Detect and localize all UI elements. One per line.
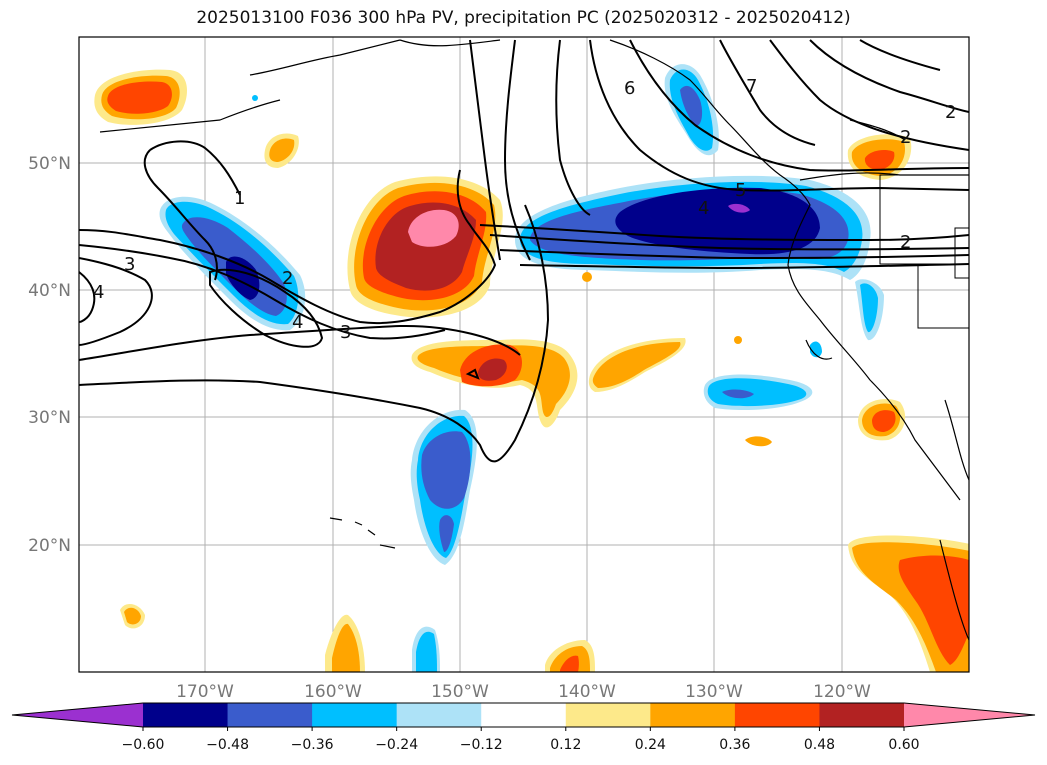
colorbar-tick-label: 0.48 [804,737,835,753]
colorbar-tick-label: −0.60 [122,737,165,753]
contour-label: 4 [698,198,709,219]
contour-label: 4 [292,312,303,333]
lon-label: 130°W [685,682,743,702]
positive-anomaly-fills [94,69,969,672]
colorbar-segment [143,703,229,727]
colorbar-ticks: −0.60 −0.48 −0.36 −0.24 −0.12 0.12 0.24 0.36 0.4… [122,727,920,753]
colorbar-tick-label: 0.60 [888,737,919,753]
colorbar-segment [819,703,905,727]
colorbar-segment [565,703,651,727]
coastlines [99,39,969,641]
map-frame [78,36,970,673]
lat-label: 50°N [28,154,71,174]
contour-label: 6 [624,78,635,99]
colorbar [11,702,1036,728]
negative-anomaly-fills [159,64,884,672]
colorbar-segment [481,703,567,727]
contour-label: 2 [900,232,911,253]
longitude-labels: 170°W 160°W 150°W 140°W 130°W 120°W [176,682,871,702]
contour-label: 2 [282,268,293,289]
lat-label: 30°N [28,408,71,428]
contour-labels: 1 2 3 4 3 4 2 4 6 7 2 5 2 [93,76,956,343]
pv-contours [79,39,969,463]
colorbar-tick-label: −0.24 [375,737,418,753]
colorbar-tick-label: 0.36 [719,737,750,753]
colorbar-segment [396,703,482,727]
colorbar-segment [227,703,313,727]
lon-label: 140°W [558,682,616,702]
contour-label: 5 [735,180,746,201]
contour-label: 4 [93,282,104,303]
colorbar-tick-label: −0.36 [291,737,334,753]
lon-label: 170°W [176,682,234,702]
contour-label: 3 [124,254,135,275]
contour-label: 1 [234,188,245,209]
latitude-labels: 50°N 40°N 30°N 20°N [28,154,71,556]
lon-label: 120°W [813,682,871,702]
colorbar-segment [734,703,820,727]
colorbar-extend-high [904,703,1035,727]
colorbar-tick-label: −0.48 [206,737,249,753]
contour-label: 7 [746,76,757,97]
colorbar-tick-label: 0.24 [635,737,666,753]
contour-label: 3 [340,322,351,343]
lat-label: 40°N [28,281,71,301]
colorbar-segment [650,703,736,727]
colorbar-segment [312,703,398,727]
colorbar-tick-label: 0.12 [550,737,581,753]
gridlines [79,37,969,672]
map-panel: 1 2 3 4 3 4 2 4 6 7 2 5 2 [79,37,969,672]
lat-label: 20°N [28,536,71,556]
colorbar-tick-label: −0.12 [460,737,503,753]
lon-label: 150°W [431,682,489,702]
map-title: 2025013100 F036 300 hPa PV, precipitatio… [196,8,851,28]
contour-label: 2 [945,102,956,123]
colorbar-extend-low [12,703,143,727]
contour-label: 2 [900,127,911,148]
lon-label: 160°W [304,682,362,702]
